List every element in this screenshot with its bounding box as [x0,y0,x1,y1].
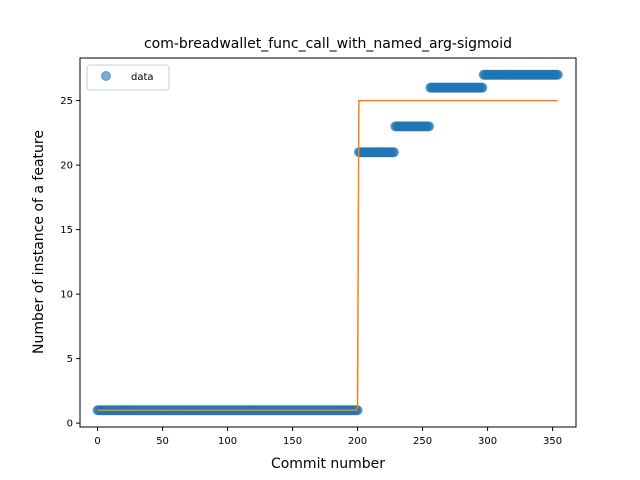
legend: data [86,64,170,91]
y-tick-label: 0 [67,419,73,430]
x-tick-label: 250 [413,436,432,447]
legend-marker-data [101,71,111,81]
x-tick-label: 50 [156,436,169,447]
x-axis-ticks: 0 50 100 150 200 250 300 350 [94,427,562,447]
chart-title: com-breadwallet_func_call_with_named_arg… [144,36,512,52]
y-axis-ticks: 0 5 10 15 20 25 [60,96,80,430]
y-tick-label: 25 [60,96,73,107]
x-tick-label: 300 [478,436,497,447]
data-point [477,82,488,93]
legend-box [86,64,170,91]
x-tick-label: 0 [94,436,100,447]
y-tick-label: 20 [60,161,73,172]
x-tick-label: 100 [218,436,237,447]
y-tick-label: 5 [67,354,73,365]
x-axis-label: Commit number [271,456,385,472]
fit-line-group [97,99,558,411]
y-tick-label: 10 [60,290,73,301]
x-tick-label: 150 [283,436,302,447]
fit-line [97,99,558,411]
data-point [552,69,563,80]
x-tick-label: 200 [348,436,367,447]
data-point [424,121,435,132]
legend-label-data: data [131,72,154,83]
y-axis-label: Number of instance of a feature [31,130,47,354]
x-tick-label: 350 [543,436,562,447]
y-tick-label: 15 [60,225,73,236]
plot-frame [79,57,577,428]
data-point [388,147,399,158]
